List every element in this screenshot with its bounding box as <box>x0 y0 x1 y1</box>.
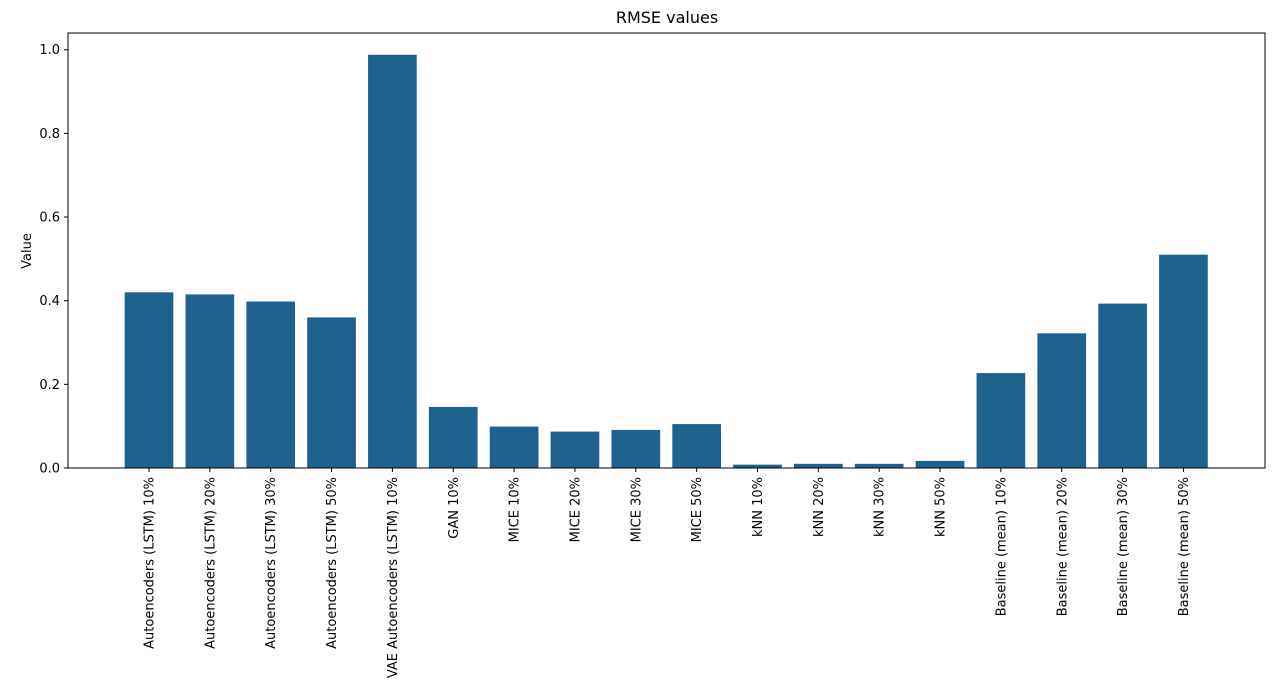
x-tick-label: kNN 50% <box>934 477 949 537</box>
y-tick-label: 1.0 <box>39 43 60 58</box>
x-tick-label: kNN 20% <box>812 477 827 537</box>
plot-frame <box>67 32 1266 469</box>
bar <box>611 429 661 468</box>
x-tick-label: Baseline (mean) 50% <box>1177 477 1192 616</box>
x-tick-label: MICE 30% <box>629 477 644 542</box>
bar <box>428 406 478 468</box>
x-tick-label: Autoencoders (LSTM) 30% <box>264 477 279 649</box>
bar <box>976 373 1026 468</box>
chart-title: RMSE values <box>616 8 718 27</box>
y-tick-label: 0.6 <box>39 211 60 226</box>
bar <box>550 431 600 468</box>
bar <box>1098 303 1147 468</box>
x-tick-label: kNN 30% <box>873 477 888 537</box>
x-tick-label: Autoencoders (LSTM) 20% <box>203 477 218 649</box>
bar <box>489 426 539 468</box>
x-tick-label: VAE Autoencoders (LSTM) 10% <box>386 477 401 678</box>
x-tick-label: kNN 10% <box>751 477 766 537</box>
x-tick-label: MICE 10% <box>508 477 523 542</box>
bar <box>672 424 721 468</box>
x-tick-label: MICE 20% <box>568 477 583 542</box>
bar <box>368 54 417 468</box>
y-tick-label: 0.8 <box>39 127 60 142</box>
bar <box>124 292 174 468</box>
bar <box>733 464 782 468</box>
x-tick-label: Autoencoders (LSTM) 10% <box>143 477 158 649</box>
x-tick-label: Baseline (mean) 10% <box>994 477 1009 616</box>
x-tick-label: Baseline (mean) 20% <box>1055 477 1070 616</box>
bar <box>915 460 965 468</box>
x-tick-label: Autoencoders (LSTM) 50% <box>325 477 340 649</box>
bar <box>1159 254 1208 468</box>
bar <box>1037 333 1087 468</box>
x-tick-label: GAN 10% <box>447 477 462 539</box>
bars-group <box>124 54 1208 468</box>
x-axis: Autoencoders (LSTM) 10% Autoencoders (LST… <box>143 468 1192 678</box>
y-tick-label: 0.0 <box>39 462 60 477</box>
bar <box>185 294 235 468</box>
bar <box>307 317 356 468</box>
y-axis: 0.0 0.2 0.4 0.6 0.8 1.0 <box>39 43 68 477</box>
bar <box>854 463 904 468</box>
y-tick-label: 0.2 <box>39 378 60 393</box>
bar <box>246 301 296 468</box>
y-axis-label: Value <box>20 233 35 269</box>
x-tick-label: Baseline (mean) 30% <box>1116 477 1131 616</box>
bar <box>794 463 843 468</box>
y-tick-label: 0.4 <box>39 294 60 309</box>
x-tick-label: MICE 50% <box>690 477 705 542</box>
